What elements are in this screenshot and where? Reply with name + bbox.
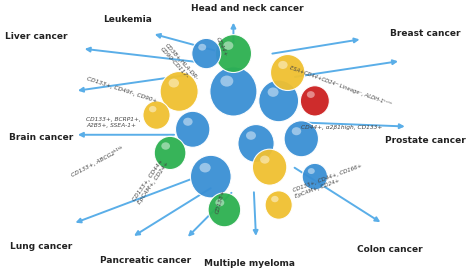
Ellipse shape	[271, 54, 305, 90]
Ellipse shape	[220, 76, 233, 87]
Ellipse shape	[183, 118, 192, 126]
Ellipse shape	[278, 61, 288, 69]
Text: CD38+,HLA-DR-
CD90-CD117-: CD38+,HLA-DR- CD90-CD117-	[159, 42, 199, 85]
Ellipse shape	[259, 80, 299, 122]
Text: Colon cancer: Colon cancer	[357, 245, 422, 254]
Text: CD133+, CD44+, CD166+
EpCAM+, CD24+: CD133+, CD44+, CD166+ EpCAM+, CD24+	[292, 163, 365, 199]
Ellipse shape	[246, 131, 256, 140]
Text: Breast cancer: Breast cancer	[391, 29, 461, 38]
Text: CD44+, α2β1high, CD133+: CD44+, α2β1high, CD133+	[301, 125, 383, 130]
Text: Lung cancer: Lung cancer	[10, 243, 72, 251]
Ellipse shape	[302, 163, 328, 190]
Ellipse shape	[301, 86, 329, 116]
Ellipse shape	[192, 39, 221, 69]
Ellipse shape	[308, 168, 315, 174]
Text: ESA+CD44+CD24ᵐ Lineage⁻, ALDH-1ʰ¹ʰʰ: ESA+CD44+CD24ᵐ Lineage⁻, ALDH-1ʰ¹ʰʰ	[289, 65, 392, 107]
Text: Leukemia: Leukemia	[103, 15, 152, 24]
Ellipse shape	[160, 72, 198, 111]
Ellipse shape	[198, 44, 206, 51]
Ellipse shape	[284, 121, 319, 157]
Ellipse shape	[292, 127, 301, 135]
Ellipse shape	[161, 142, 170, 150]
Ellipse shape	[210, 67, 257, 116]
Ellipse shape	[215, 199, 224, 207]
Ellipse shape	[265, 191, 292, 219]
Text: CD133+, ABCG2ʰ¹ʰʰ: CD133+, ABCG2ʰ¹ʰʰ	[70, 146, 124, 178]
Text: Brain cancer: Brain cancer	[9, 133, 73, 142]
Text: Liver cancer: Liver cancer	[5, 32, 68, 41]
Ellipse shape	[223, 41, 233, 50]
Ellipse shape	[271, 196, 279, 202]
Ellipse shape	[208, 193, 241, 227]
Text: Pancreatic cancer: Pancreatic cancer	[100, 256, 191, 265]
Ellipse shape	[154, 136, 186, 169]
Ellipse shape	[307, 91, 315, 98]
Ellipse shape	[215, 35, 252, 73]
Ellipse shape	[169, 79, 179, 87]
Text: CD133+, BCRP1+,
A2B5+, SSEA-1+: CD133+, BCRP1+, A2B5+, SSEA-1+	[86, 117, 141, 128]
Text: Multiple myeloma: Multiple myeloma	[204, 259, 295, 268]
Text: CD133+, CD44+
EpCAM+, CD24+: CD133+, CD44+ EpCAM+, CD24+	[132, 157, 170, 205]
Text: Prostate cancer: Prostate cancer	[385, 136, 466, 145]
Ellipse shape	[143, 101, 170, 129]
Text: Head and neck cancer: Head and neck cancer	[191, 4, 303, 13]
Ellipse shape	[200, 163, 211, 172]
Ellipse shape	[149, 106, 156, 112]
Text: CD133+, CD49f-, CD90+: CD133+, CD49f-, CD90+	[86, 76, 157, 104]
Ellipse shape	[260, 156, 270, 164]
Ellipse shape	[238, 125, 274, 163]
Ellipse shape	[268, 87, 279, 97]
Text: CD44+: CD44+	[215, 37, 229, 58]
Text: CD138+: CD138+	[215, 189, 227, 215]
Ellipse shape	[253, 149, 287, 185]
Ellipse shape	[191, 155, 231, 198]
Ellipse shape	[175, 111, 210, 147]
